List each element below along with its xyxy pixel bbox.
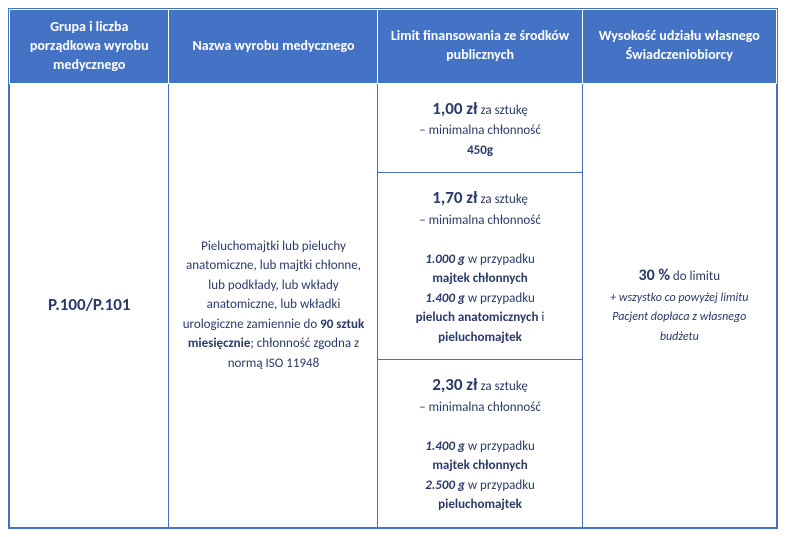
cell-limit-2: 1,70 zł za sztukę – minimalna chłonność … xyxy=(378,173,582,360)
product-code: P.100/P.101 xyxy=(48,294,130,315)
limit1-value: 450g xyxy=(467,143,493,158)
limit3-b1: majtek chłonnych xyxy=(432,458,527,473)
header-product: Nazwa wyrobu medycznego xyxy=(169,10,378,84)
limit1-label: – minimalna chłonność xyxy=(419,123,541,138)
share-aft: do limitu xyxy=(670,269,720,284)
header-share: Wysokość udziału własnego Świadczeniobio… xyxy=(582,10,776,84)
cell-limit-3: 2,30 zł za sztukę – minimalna chłonność … xyxy=(378,360,582,528)
limit2-t2: w przypadku xyxy=(465,291,535,306)
limit3-b2: pieluchomajtek xyxy=(438,497,522,512)
cell-product: Pieluchomajtki lub pieluchy anatomiczne,… xyxy=(169,83,378,527)
cell-limit-1: 1,00 zł za sztukę – minimalna chłonność … xyxy=(378,83,582,173)
table: Grupa i liczba porządkowa wyrobu medyczn… xyxy=(9,9,777,528)
cell-code: P.100/P.101 xyxy=(10,83,169,527)
cell-share: 30 % do limitu + wszystko co powyżej lim… xyxy=(582,83,776,527)
limit2-price: 1,70 zł xyxy=(432,187,477,208)
limit2-per: za sztukę xyxy=(478,192,528,207)
reimbursement-table: Grupa i liczba porządkowa wyrobu medyczn… xyxy=(8,8,778,529)
limit2-and: i xyxy=(538,310,544,325)
limit3-t1: w przypadku xyxy=(465,439,535,454)
limit1-per: za sztukę xyxy=(478,103,528,118)
limit3-t2: w przypadku xyxy=(465,478,535,493)
limit3-v2: 2.500 g xyxy=(425,478,465,493)
header-limit: Limit finansowania ze środków publicznyc… xyxy=(378,10,582,84)
header-group: Grupa i liczba porządkowa wyrobu medyczn… xyxy=(10,10,169,84)
limit2-v2: 1.400 g xyxy=(425,291,465,306)
table-header-row: Grupa i liczba porządkowa wyrobu medyczn… xyxy=(10,10,777,84)
limit1-price: 1,00 zł xyxy=(432,98,477,119)
share-note: + wszystko co powyżej limitu Pacjent dop… xyxy=(610,291,748,344)
limit3-label: – minimalna chłonność xyxy=(419,400,541,415)
share-pct: 30 % xyxy=(638,266,670,285)
limit2-b2: pieluch anatomicznych xyxy=(416,310,539,325)
limit2-v1: 1.000 g xyxy=(425,252,465,267)
limit2-label: – minimalna chłonność xyxy=(419,213,541,228)
limit2-b1: majtek chłonnych xyxy=(432,271,527,286)
limit2-t1: w przypadku xyxy=(465,252,535,267)
limit3-price: 2,30 zł xyxy=(432,374,477,395)
limit3-v1: 1.400 g xyxy=(425,439,465,454)
limit2-b3: pieluchomajtek xyxy=(438,330,522,345)
table-row: P.100/P.101 Pieluchomajtki lub pieluchy … xyxy=(10,83,777,173)
limit3-per: za sztukę xyxy=(478,379,528,394)
